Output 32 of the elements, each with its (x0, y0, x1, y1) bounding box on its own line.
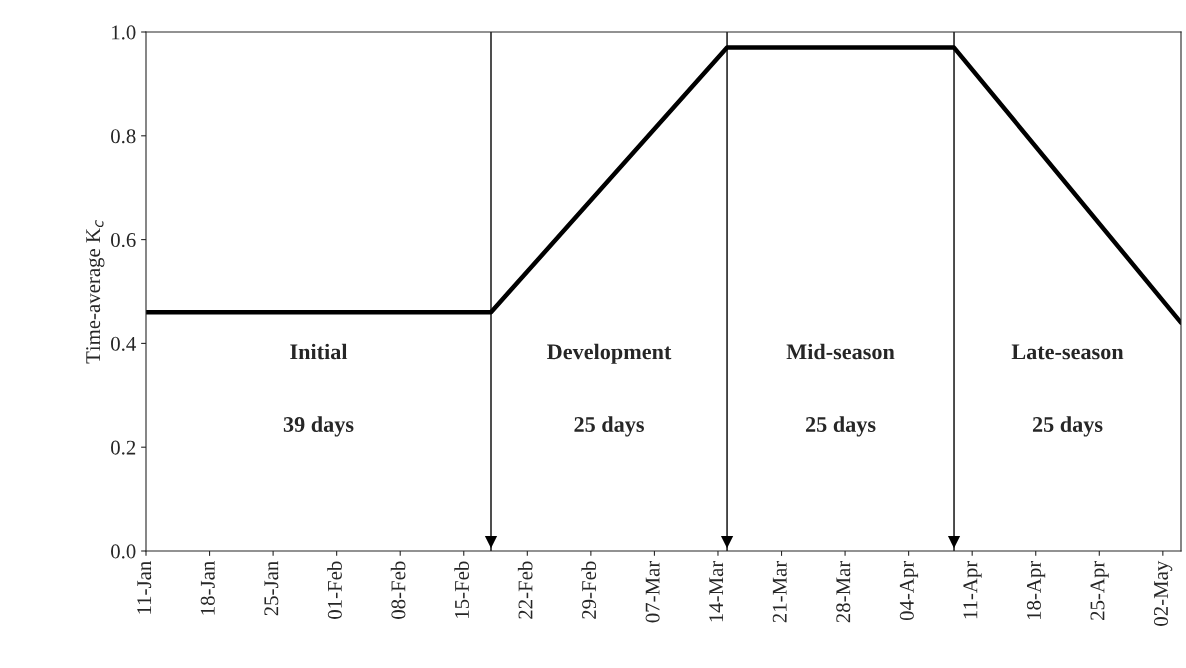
x-tick-label: 04-Apr (899, 560, 919, 621)
x-tick-label: 18-Jan (200, 561, 215, 615)
x-tick-label: 29-Feb (581, 561, 597, 619)
x-tick-label: 08-Feb (390, 561, 406, 619)
annotation: 25 days (805, 416, 876, 437)
y-axis-title: Time-average K$_{c}$ (86, 219, 105, 364)
annotation: Development (547, 343, 672, 364)
y-tick-label: 0.0 (111, 544, 136, 559)
annotation: Late-season (1011, 344, 1124, 360)
x-tick-label: 11-Jan (137, 561, 152, 614)
y-tick-label: 0.6 (111, 232, 136, 248)
annotation: Mid-season (786, 343, 895, 360)
annotation: 25 days (1032, 416, 1103, 437)
x-tick-label: 15-Feb (454, 561, 469, 618)
y-tick-label: 0.4 (111, 336, 136, 351)
x-tick-label: 02-May (1153, 560, 1173, 626)
annotation: 25 days (574, 416, 644, 437)
y-tick-label: 0.2 (111, 440, 136, 455)
x-tick-label: 11-Apr (963, 560, 982, 619)
x-tick-label: 21-Mar (772, 560, 787, 623)
x-tick-label: 07-Mar (645, 560, 660, 623)
annotation: 39 days (283, 416, 354, 437)
x-tick-label: 25-Jan (264, 561, 279, 616)
x-tick-label: 22-Feb (517, 561, 533, 619)
x-tick-label: 01-Feb (327, 561, 342, 619)
annotation: Initial (290, 343, 348, 360)
x-tick-label: 28-Mar (836, 560, 851, 623)
y-tick-label: 1.0 (112, 25, 136, 40)
y-tick-label: 0.8 (111, 129, 136, 144)
x-tick-label: 18-Apr (1026, 560, 1046, 620)
x-tick-label: 25-Apr (1090, 560, 1109, 620)
x-tick-label: 14-Mar (709, 560, 724, 622)
